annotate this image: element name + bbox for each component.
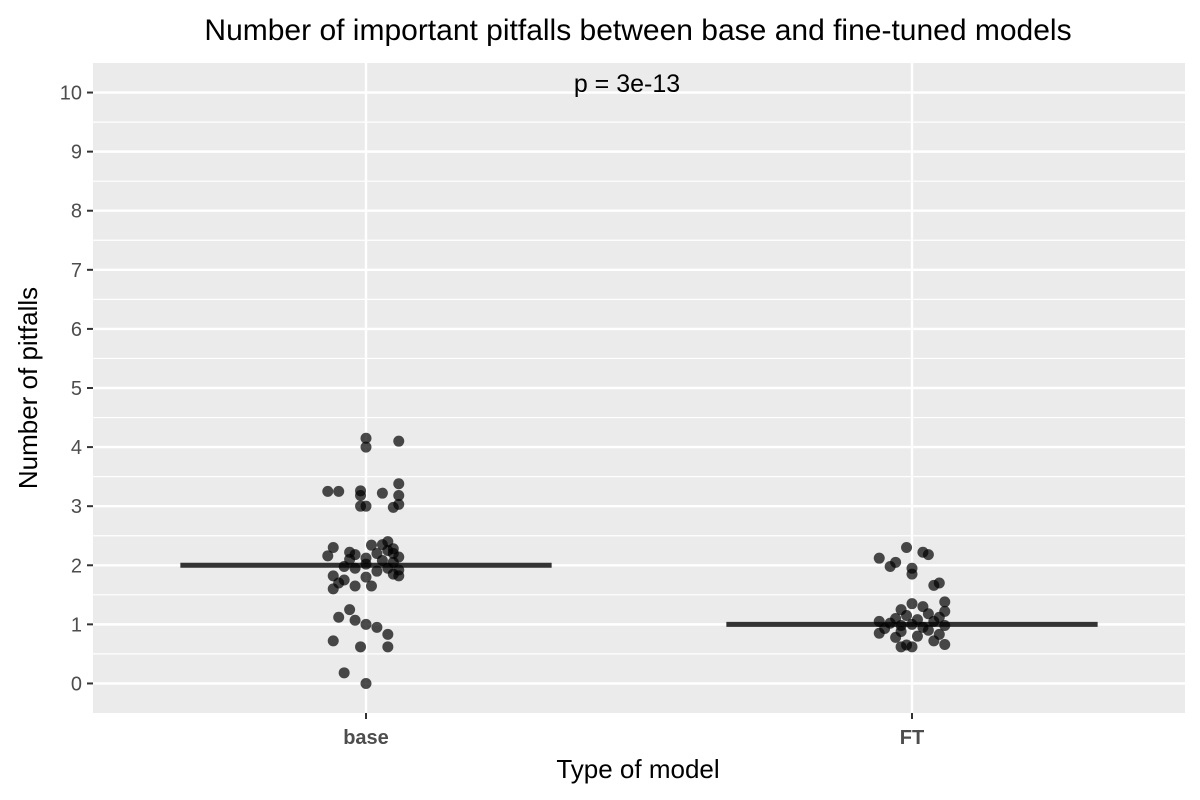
data-point <box>922 624 934 636</box>
data-point <box>371 621 383 633</box>
data-point <box>928 615 940 627</box>
y-tick-label: 6 <box>71 319 82 341</box>
data-point <box>922 549 934 561</box>
data-point <box>901 610 913 621</box>
data-point <box>355 490 367 502</box>
data-point <box>360 500 372 512</box>
y-tick-label: 2 <box>71 555 82 577</box>
y-axis-label: Number of pitfalls <box>13 287 43 489</box>
data-point <box>365 580 377 592</box>
data-point <box>365 539 377 551</box>
data-point <box>322 550 334 562</box>
y-tick-label: 8 <box>71 201 82 223</box>
data-point <box>922 608 934 620</box>
data-points <box>322 432 951 689</box>
data-point <box>333 611 345 623</box>
data-point <box>322 485 334 497</box>
data-point <box>360 432 372 444</box>
x-axis-label: Type of model <box>556 754 719 784</box>
data-point <box>349 562 361 574</box>
data-point <box>338 667 350 679</box>
data-point <box>906 618 918 630</box>
data-point <box>884 560 896 572</box>
data-point <box>338 560 350 572</box>
data-point <box>928 635 940 647</box>
data-point <box>939 638 951 650</box>
y-tick-label: 5 <box>71 378 82 400</box>
data-point <box>360 558 372 570</box>
data-point <box>349 614 361 626</box>
y-tick-label: 4 <box>71 437 82 459</box>
data-point <box>382 628 394 640</box>
data-point <box>360 571 372 583</box>
data-point <box>393 435 405 447</box>
data-point <box>393 478 405 490</box>
data-point <box>355 641 367 653</box>
data-point <box>911 630 923 642</box>
data-point <box>349 580 361 592</box>
data-point <box>371 565 383 577</box>
data-point <box>873 627 885 639</box>
x-tick-label-base: base <box>343 727 389 749</box>
chart-title: Number of important pitfalls between bas… <box>204 14 1071 47</box>
y-tick-label: 9 <box>71 142 82 164</box>
y-tick-label: 7 <box>71 260 82 282</box>
data-point <box>939 596 951 608</box>
grid-minor <box>93 121 1185 655</box>
data-point <box>890 631 902 643</box>
x-tick-label-ft: FT <box>900 727 924 749</box>
data-point <box>393 490 405 502</box>
data-point <box>327 583 339 595</box>
y-tick-label: 3 <box>71 496 82 518</box>
data-point <box>360 441 372 453</box>
data-point <box>387 501 399 513</box>
p-value-annotation: p = 3e-13 <box>574 70 680 98</box>
data-point <box>895 641 907 653</box>
data-point <box>393 570 405 582</box>
grid-major <box>93 63 1185 713</box>
data-point <box>344 604 356 616</box>
data-point <box>906 598 918 610</box>
y-tick-label: 10 <box>60 83 82 105</box>
data-point <box>327 542 339 554</box>
data-point <box>333 485 345 497</box>
data-point <box>376 487 388 499</box>
data-point <box>873 552 885 564</box>
data-point <box>901 542 913 554</box>
x-axis: base FT <box>343 713 924 749</box>
y-tick-label: 0 <box>71 673 82 695</box>
y-tick-label: 1 <box>71 614 82 636</box>
data-point <box>928 579 940 591</box>
y-axis: 0 1 2 3 4 5 6 7 8 9 10 <box>60 83 93 695</box>
data-point <box>360 618 372 630</box>
data-point <box>939 620 951 632</box>
data-point <box>360 677 372 689</box>
data-point <box>906 568 918 580</box>
data-point <box>382 641 394 653</box>
data-point <box>327 635 339 647</box>
data-point <box>376 555 388 567</box>
data-point <box>906 641 918 653</box>
